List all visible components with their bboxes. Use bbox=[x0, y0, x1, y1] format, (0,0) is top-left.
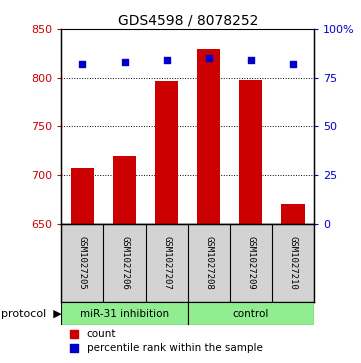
Bar bbox=[61, 302, 188, 326]
Point bbox=[71, 345, 77, 351]
Bar bbox=[71, 168, 94, 224]
Text: GSM1027208: GSM1027208 bbox=[204, 236, 213, 290]
Point bbox=[164, 57, 170, 63]
Text: control: control bbox=[233, 309, 269, 319]
Point bbox=[290, 61, 296, 67]
Text: protocol  ▶: protocol ▶ bbox=[1, 309, 61, 319]
Text: GSM1027207: GSM1027207 bbox=[162, 236, 171, 290]
Point bbox=[122, 59, 127, 65]
Point bbox=[71, 331, 77, 337]
Bar bbox=[155, 81, 178, 224]
Text: GSM1027206: GSM1027206 bbox=[120, 236, 129, 290]
Text: count: count bbox=[87, 329, 116, 339]
Text: miR-31 inhibition: miR-31 inhibition bbox=[80, 309, 169, 319]
Bar bbox=[197, 49, 220, 224]
Point bbox=[248, 57, 254, 63]
Text: GSM1027210: GSM1027210 bbox=[288, 236, 297, 290]
Point bbox=[79, 61, 85, 67]
Bar bbox=[239, 79, 262, 224]
Text: GSM1027209: GSM1027209 bbox=[247, 236, 255, 290]
Bar bbox=[113, 156, 136, 224]
Bar bbox=[282, 204, 305, 224]
Title: GDS4598 / 8078252: GDS4598 / 8078252 bbox=[118, 14, 258, 28]
Text: GSM1027205: GSM1027205 bbox=[78, 236, 87, 290]
Bar bbox=[188, 302, 314, 326]
Point bbox=[206, 55, 212, 61]
Text: percentile rank within the sample: percentile rank within the sample bbox=[87, 343, 262, 353]
